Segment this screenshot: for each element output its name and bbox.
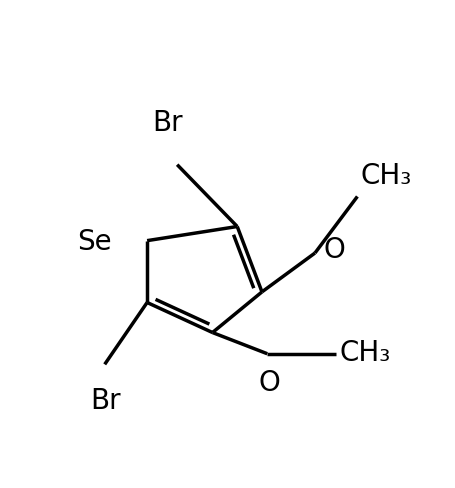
Text: O: O xyxy=(258,368,279,396)
Text: CH₃: CH₃ xyxy=(339,338,390,366)
Text: Se: Se xyxy=(77,227,111,255)
Text: Br: Br xyxy=(152,109,182,137)
Text: Br: Br xyxy=(91,386,121,414)
Text: CH₃: CH₃ xyxy=(360,162,411,190)
Text: O: O xyxy=(323,236,345,264)
